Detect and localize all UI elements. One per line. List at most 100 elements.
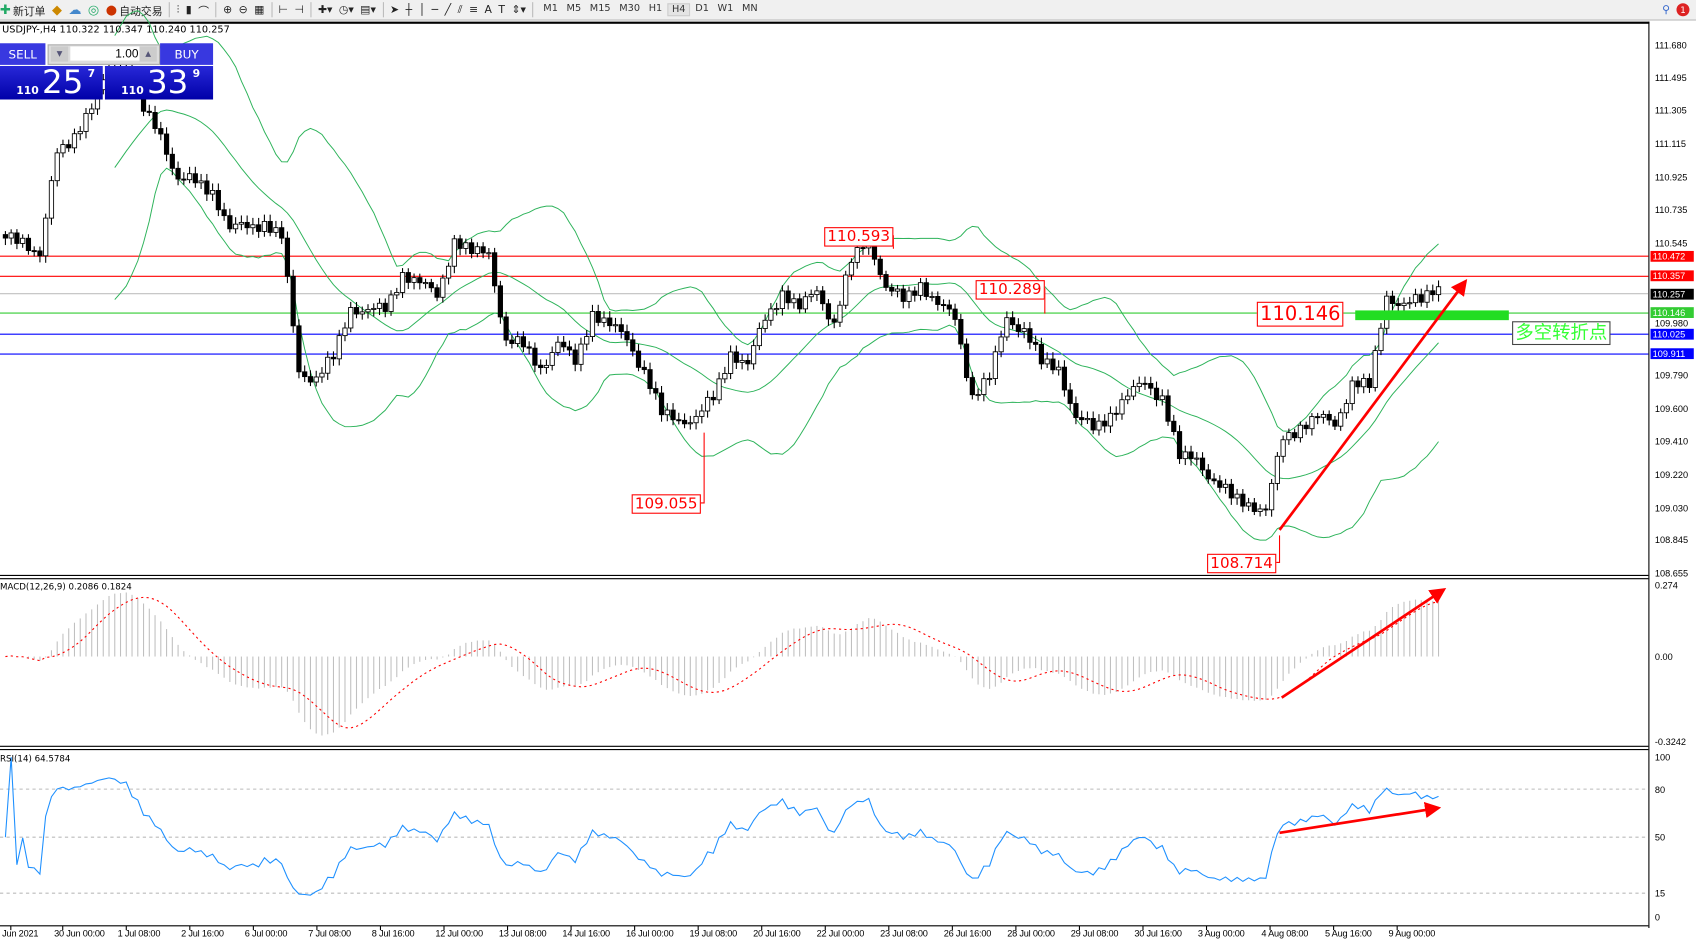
candle-body [797,298,803,310]
candle-body [889,286,895,292]
candle-body [1142,382,1148,385]
candle-body [630,339,636,352]
candle-body [1119,399,1125,415]
candle-body [83,112,89,132]
candle-body [1349,380,1355,405]
zoom-out-icon[interactable]: ⊖ [238,3,248,16]
candle-body [463,242,469,249]
candle-body [584,336,590,345]
autoscroll-icon[interactable]: ⊢ [278,3,288,16]
time-label: 23 Jul 08:00 [880,928,928,939]
candle-body [854,247,860,263]
arrows-icon[interactable]: ⇕▾ [511,3,526,16]
candle-body [595,311,601,323]
candle-body [1096,420,1102,431]
horizontal-line-icon[interactable]: ─ [431,3,439,16]
search-icon[interactable]: ⚲ [1662,3,1670,16]
lot-increase-button[interactable]: ▲ [139,46,157,62]
gold-icon: ◆ [51,2,62,18]
trendline-icon[interactable]: ╱ [444,3,452,16]
candle-body [175,167,181,180]
candle-body [1269,482,1275,511]
price-tick: 109.790 [1654,369,1689,381]
sell-price[interactable]: 110 25 7 [0,65,103,100]
candle-body [843,274,849,306]
price-tick: 111.115 [1654,138,1687,150]
toolbar: ✚ 新订单 ◆ ☁ ◎ ● 自动交易 ⫶ ▮ ⌒ ⊕ ⊖ ▦ ⊢ ⊣ ✚▾ ◷▾ ▤… [0,0,1696,21]
candle-body [215,189,221,211]
candle-body [1010,317,1016,326]
candle-body [923,282,929,297]
candle-body [998,336,1004,353]
history-button[interactable]: ☁ [68,2,81,17]
sell-button[interactable]: SELL [0,43,46,65]
candle-body [900,288,906,302]
candle-body [1182,451,1188,460]
candle-body [1061,366,1068,391]
price-level-tag: 110.146 [1650,307,1694,319]
candle-body [417,277,423,284]
periods-icon[interactable]: ◷▾ [338,3,354,16]
buy-price[interactable]: 110 33 9 [104,65,214,100]
candle-body [238,221,244,225]
time-label: 20 Jul 16:00 [753,928,801,939]
candle-body [785,290,791,304]
candle-body [1165,395,1171,422]
zoom-in-icon[interactable]: ⊕ [223,3,233,16]
signals-button[interactable]: ◎ [88,2,99,17]
candle-body [330,356,337,360]
price-level-tag: 109.911 [1650,348,1694,360]
timeframe-h1[interactable]: H1 [648,3,663,15]
candle-body [1315,416,1321,419]
indicators-icon[interactable]: ✚▾ [317,3,333,16]
candle-body [1280,439,1286,457]
cursor-icon[interactable]: ➤ [390,3,400,16]
bar-chart-button[interactable]: ⫶ [176,3,180,16]
candle-body [969,377,975,396]
new-order-button[interactable]: ✚ 新订单 [0,2,46,18]
time-label: 2 Jul 16:00 [181,928,224,939]
lot-decrease-button[interactable]: ▼ [50,46,69,62]
timeframe-d1[interactable]: D1 [695,3,709,15]
rsi-tick: 15 [1654,887,1666,899]
candle-body [1067,389,1073,404]
candle-body [261,220,268,232]
candle-body [917,282,924,296]
text-label-icon[interactable]: T [498,3,506,16]
time-label: 6 Jul 00:00 [244,928,288,939]
candle-body [1332,419,1338,427]
timeframe-m30[interactable]: M30 [619,3,641,15]
timeframe-h4[interactable]: H4 [667,3,690,17]
candle-body [532,347,538,366]
line-chart-button[interactable]: ⌒ [198,5,210,18]
timeframe-m15[interactable]: M15 [589,3,611,15]
channel-icon[interactable]: ⫽ [457,3,463,16]
candle-body [728,351,734,374]
vertical-line-icon[interactable]: │ [418,3,426,16]
lot-input[interactable] [70,46,142,61]
auto-trading-button[interactable]: ● 自动交易 [105,2,163,18]
candle-body [624,331,630,341]
candle-body [555,341,561,353]
market-watch-button[interactable]: ◆ [52,2,62,17]
timeframe-m5[interactable]: M5 [566,3,582,15]
templates-icon[interactable]: ▤▾ [360,3,376,16]
text-icon[interactable]: A [484,3,492,16]
candle-body [963,343,970,379]
tile-windows-icon[interactable]: ▦ [254,3,265,16]
timeframe-w1[interactable]: W1 [717,3,734,15]
candle-chart-button[interactable]: ▮ [185,3,192,16]
trend-arrow [1279,802,1442,835]
candle-body [693,415,699,424]
candle-body [1015,324,1021,332]
crosshair-icon[interactable]: ┼ [405,3,413,16]
timeframe-m1[interactable]: M1 [543,3,558,15]
buy-button[interactable]: BUY [160,43,214,65]
chart-shift-icon[interactable]: ⊣ [294,3,304,16]
fibonacci-icon[interactable]: ≡ [468,3,479,16]
notification-badge[interactable]: 1 [1676,3,1690,17]
candle-body [1084,418,1091,421]
timeframe-mn[interactable]: MN [742,3,758,15]
candle-body [20,237,26,244]
chart-area[interactable] [0,21,1650,929]
